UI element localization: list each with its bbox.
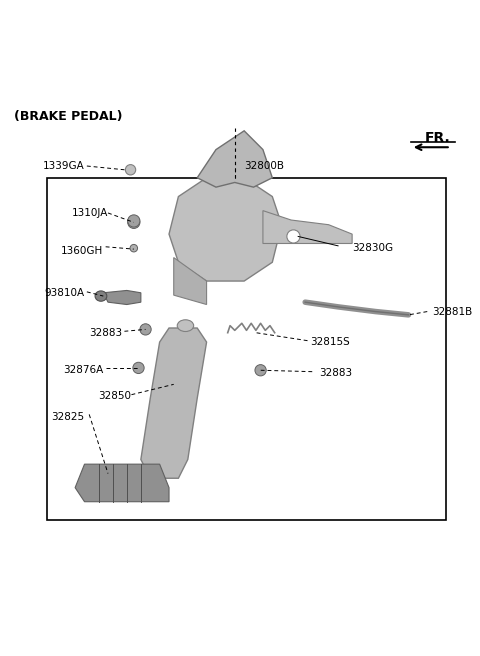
Text: 32883: 32883: [319, 367, 352, 378]
Text: 93810A: 93810A: [44, 288, 84, 298]
Text: 32815S: 32815S: [310, 337, 349, 347]
Polygon shape: [169, 178, 282, 281]
Text: 32881B: 32881B: [432, 306, 472, 317]
Ellipse shape: [255, 365, 266, 376]
Text: 32825: 32825: [51, 412, 84, 422]
Polygon shape: [197, 131, 272, 187]
Text: 1339GA: 1339GA: [43, 161, 84, 171]
Ellipse shape: [95, 291, 107, 301]
FancyBboxPatch shape: [47, 178, 446, 520]
Ellipse shape: [177, 319, 193, 331]
Text: (BRAKE PEDAL): (BRAKE PEDAL): [14, 110, 122, 123]
Text: 1360GH: 1360GH: [61, 245, 103, 256]
Text: 32800B: 32800B: [244, 161, 284, 171]
Polygon shape: [75, 464, 169, 502]
Polygon shape: [141, 328, 206, 478]
Polygon shape: [263, 211, 352, 243]
Text: 32850: 32850: [98, 391, 132, 401]
Ellipse shape: [287, 230, 300, 243]
Text: 32830G: 32830G: [352, 243, 393, 253]
Ellipse shape: [140, 324, 151, 335]
Text: FR.: FR.: [425, 131, 451, 145]
Text: 32883: 32883: [89, 328, 122, 338]
Polygon shape: [103, 291, 141, 304]
Ellipse shape: [133, 362, 144, 373]
Text: 32876A: 32876A: [63, 365, 103, 375]
Polygon shape: [174, 258, 206, 304]
Ellipse shape: [128, 215, 140, 227]
Ellipse shape: [125, 165, 136, 175]
Ellipse shape: [128, 216, 140, 228]
Text: 1310JA: 1310JA: [72, 208, 108, 218]
Ellipse shape: [130, 245, 138, 252]
